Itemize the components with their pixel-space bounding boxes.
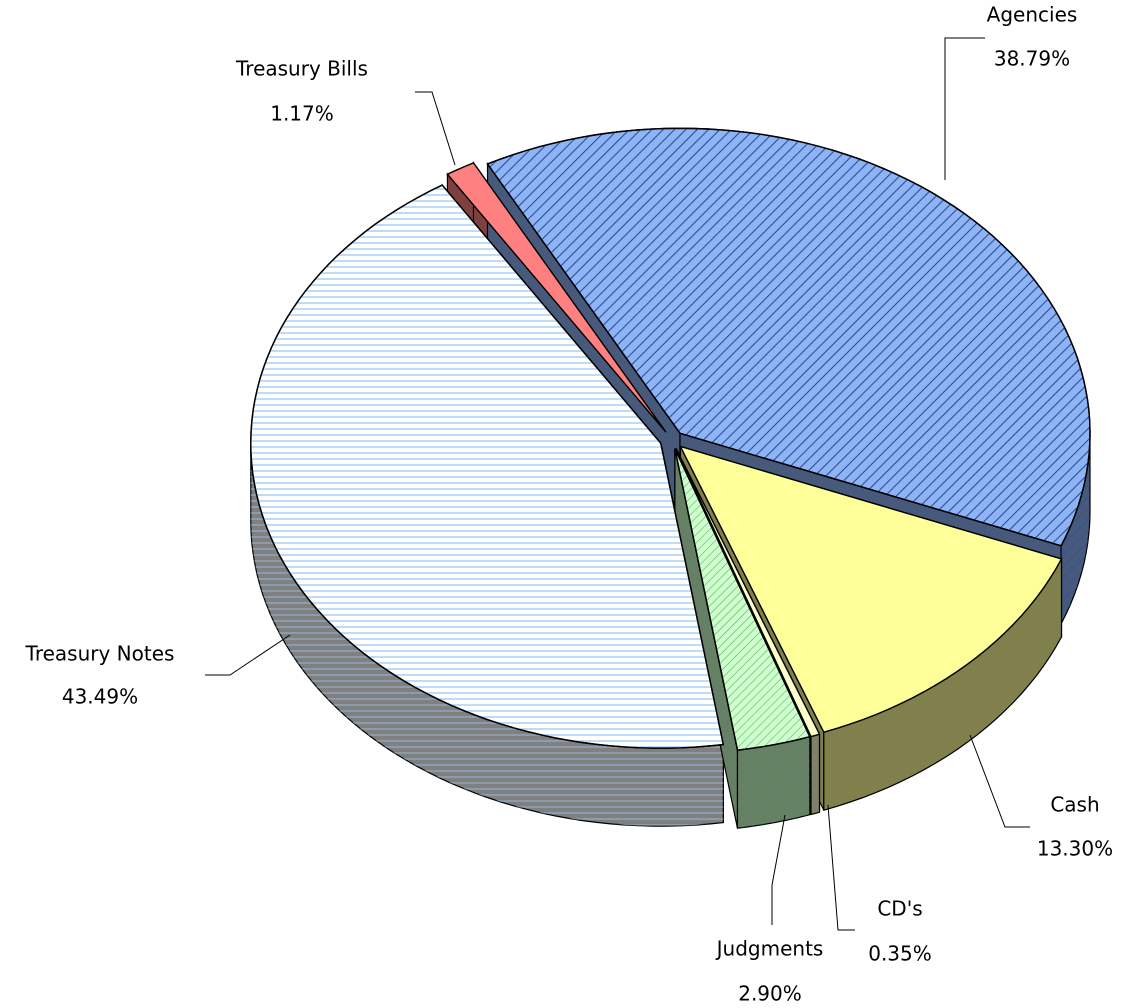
pie	[250, 127, 1091, 829]
slice-label: Treasury Bills	[235, 57, 368, 81]
value-label: 2.90%	[738, 982, 802, 1006]
slice	[675, 448, 821, 738]
slice-label: Cash	[1050, 793, 1099, 817]
slice-side-hatch	[737, 736, 810, 829]
leader-line	[415, 91, 456, 166]
slice-label: Agencies	[987, 3, 1078, 27]
slice-label: Judgments	[715, 937, 824, 961]
slice	[679, 445, 1063, 734]
leader-line	[944, 37, 985, 180]
slice	[446, 162, 667, 433]
slice-side-hatch	[1061, 433, 1090, 624]
value-label: 13.30%	[1037, 837, 1113, 861]
value-label: 1.17%	[270, 102, 334, 126]
leader-line	[771, 814, 786, 925]
leader-line	[205, 634, 291, 676]
value-label: 0.35%	[868, 942, 932, 966]
slice-side-hatch	[250, 443, 724, 827]
slice-label: CD's	[877, 897, 922, 921]
value-label: 38.79%	[994, 47, 1070, 71]
value-label: 43.49%	[62, 685, 138, 709]
slice-hatch	[486, 127, 1091, 547]
slice-label: Treasury Notes	[25, 642, 175, 666]
leader-line	[827, 804, 855, 931]
slice-hatch	[250, 184, 725, 749]
slice-hatch	[674, 448, 811, 751]
slice-side	[810, 733, 821, 816]
leader-line	[969, 734, 1030, 828]
